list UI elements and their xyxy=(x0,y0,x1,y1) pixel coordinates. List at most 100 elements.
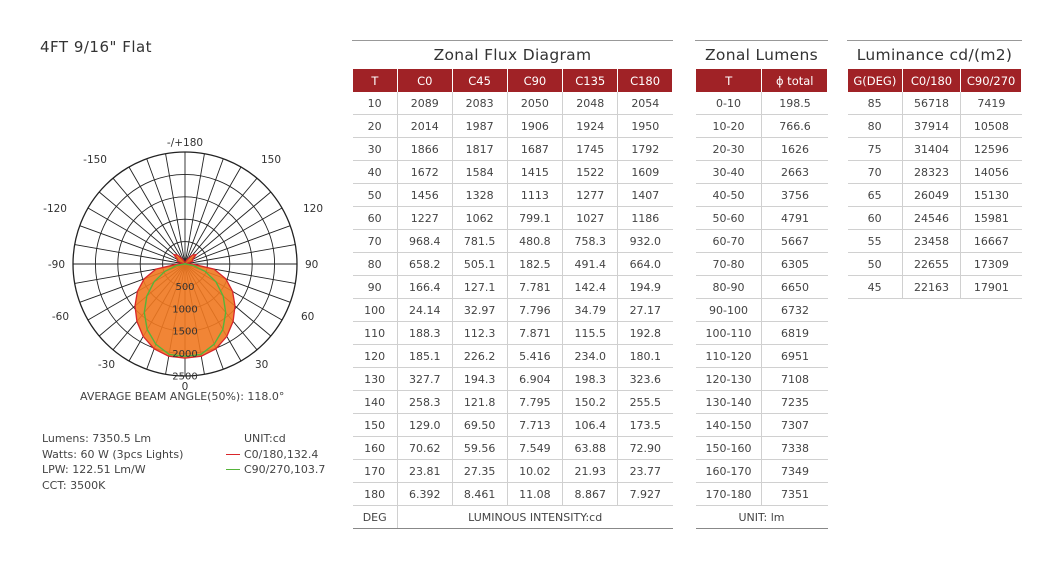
flux-cell: 63.88 xyxy=(562,436,618,460)
table-row: 50 1456 1328 1113 1277 1407 xyxy=(352,183,673,207)
flux-cell: 932.0 xyxy=(617,229,673,253)
lumens-cell: 10-20 xyxy=(695,114,762,138)
flux-cell: 112.3 xyxy=(451,321,507,345)
lumens-cell: 60-70 xyxy=(695,229,762,253)
flux-cell: 34.79 xyxy=(562,298,618,322)
flux-cell: 7.781 xyxy=(506,275,563,299)
flux-cell: 50 xyxy=(352,183,398,207)
flux-cell: 1328 xyxy=(451,183,507,207)
flux-cell: 110 xyxy=(352,321,398,345)
lumens-cell: 6819 xyxy=(761,321,828,345)
flux-cell: 7.927 xyxy=(617,482,673,506)
polar-spoke xyxy=(165,153,186,265)
table-row: 70-80 6305 xyxy=(695,252,828,276)
flux-cell: 2083 xyxy=(451,92,507,115)
flux-cell: 127.1 xyxy=(451,275,507,299)
flux-cell: 1817 xyxy=(451,137,507,161)
table-row: 90 166.4 127.1 7.781 142.4 194.9 xyxy=(352,275,673,299)
flux-cell: 60 xyxy=(352,206,398,230)
table-row: 50-60 4791 xyxy=(695,206,828,230)
flux-cell: 120 xyxy=(352,344,398,368)
polar-spoke xyxy=(87,207,186,265)
flux-cell: 8.867 xyxy=(562,482,618,506)
flux-cell: 23.81 xyxy=(396,459,453,483)
legend-label: C0/180,132.4 xyxy=(244,447,319,461)
flux-cell: 1456 xyxy=(396,183,453,207)
flux-cell: 658.2 xyxy=(396,252,453,276)
polar-spoke xyxy=(184,158,224,265)
flux-cell: 6.392 xyxy=(396,482,453,506)
flux-cell: 491.4 xyxy=(562,252,618,276)
flux-cell: 255.5 xyxy=(617,390,673,414)
polar-spoke xyxy=(79,225,186,265)
flux-cell: 100 xyxy=(352,298,398,322)
flux-cell: 173.5 xyxy=(617,413,673,437)
flux-cell: 69.50 xyxy=(451,413,507,437)
table-row: 10 2089 2083 2050 2048 2054 xyxy=(352,92,673,115)
lum-cell: 24546 xyxy=(901,206,961,230)
lum-cell: 26049 xyxy=(901,183,961,207)
flux-cell: 70 xyxy=(352,229,398,253)
flux-cell: 192.8 xyxy=(617,321,673,345)
flux-cell: 1906 xyxy=(506,114,563,138)
polar-spoke xyxy=(146,158,186,265)
table-row: 70 28323 14056 xyxy=(847,160,1022,184)
table-row: 130-140 7235 xyxy=(695,390,828,414)
table-row: 75 31404 12596 xyxy=(847,137,1022,161)
angle-label: 60 xyxy=(301,311,314,323)
lum-cell: 17901 xyxy=(960,275,1022,299)
lum-cell: 50 xyxy=(847,252,903,276)
flux-cell: 30 xyxy=(352,137,398,161)
lum-cell: 10508 xyxy=(960,114,1022,138)
lum-header-cell: G(DEG) xyxy=(847,69,903,92)
lumens-header-cell: T xyxy=(694,69,763,92)
flux-cell: 1987 xyxy=(451,114,507,138)
flux-cell: 27.17 xyxy=(617,298,673,322)
polar-spoke xyxy=(74,244,186,265)
flux-cell: 6.904 xyxy=(506,367,563,391)
legend-item-c90: C90/270,103.7 xyxy=(226,462,325,478)
spec-lpw: LPW: 122.51 Lm/W xyxy=(42,463,146,476)
table-row: 90-100 6732 xyxy=(695,298,828,322)
flux-cell: 327.7 xyxy=(396,367,453,391)
table-row: 65 26049 15130 xyxy=(847,183,1022,207)
lum-cell: 75 xyxy=(847,137,903,161)
table-row: 160 70.62 59.56 7.549 63.88 72.90 xyxy=(352,436,673,460)
table-row: 80 37914 10508 xyxy=(847,114,1022,138)
polar-spoke xyxy=(184,207,283,265)
lumens-cell: 7307 xyxy=(761,413,828,437)
legend-swatch-green xyxy=(226,469,240,471)
lumens-cell: 90-100 xyxy=(695,298,762,322)
legend-unit: UNIT:cd xyxy=(244,432,286,445)
lum-cell: 45 xyxy=(847,275,903,299)
lum-cell: 65 xyxy=(847,183,903,207)
flux-cell: 40 xyxy=(352,160,398,184)
angle-label: -90 xyxy=(48,259,65,271)
lum-header-cell: C90/270 xyxy=(960,69,1022,92)
table-row: 85 56718 7419 xyxy=(847,92,1022,115)
flux-cell: 226.2 xyxy=(451,344,507,368)
lumens-cell: 120-130 xyxy=(695,367,762,391)
table-row: 150-160 7338 xyxy=(695,436,828,460)
flux-cell: 1745 xyxy=(562,137,618,161)
flux-cell: 160 xyxy=(352,436,398,460)
polar-spoke xyxy=(184,244,296,265)
lumens-cell: 6650 xyxy=(761,275,828,299)
table-row: 140-150 7307 xyxy=(695,413,828,437)
polar-spoke xyxy=(184,166,242,265)
flux-cell: 2054 xyxy=(617,92,673,115)
polar-spoke xyxy=(184,191,272,265)
lumens-cell: 0-10 xyxy=(695,92,762,115)
flux-cell: 180.1 xyxy=(617,344,673,368)
angle-label: -/+180 xyxy=(167,137,203,149)
polar-spoke xyxy=(112,177,186,265)
lumens-cell: 140-150 xyxy=(695,413,762,437)
lum-cell: 17309 xyxy=(960,252,1022,276)
flux-header-cell: C90 xyxy=(506,69,564,92)
lum-cell: 31404 xyxy=(901,137,961,161)
flux-cell: 1407 xyxy=(617,183,673,207)
angle-label: -150 xyxy=(83,154,107,166)
angle-label: 120 xyxy=(303,203,323,215)
specs-block: Lumens: 7350.5 Lm Watts: 60 W (3pcs Ligh… xyxy=(42,431,183,493)
flux-cell: 27.35 xyxy=(451,459,507,483)
